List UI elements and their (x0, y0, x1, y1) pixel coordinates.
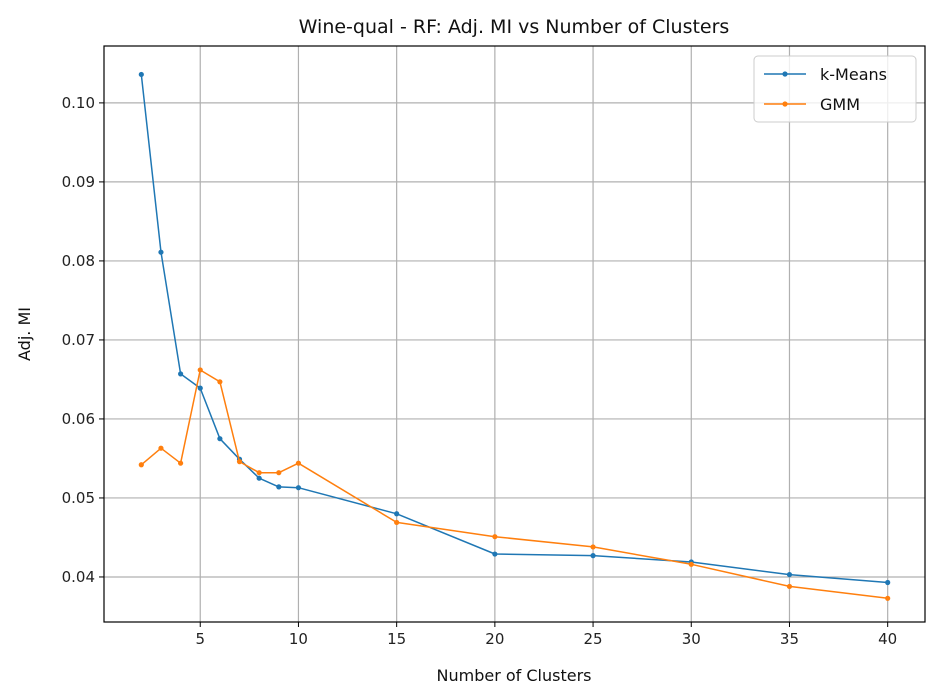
y-axis-label: Adj. MI (15, 307, 34, 361)
legend-label-gmm: GMM (820, 95, 860, 114)
chart-title: Wine-qual - RF: Adj. MI vs Number of Clu… (299, 16, 730, 38)
data-point-k-means (178, 371, 184, 377)
x-tick-label: 35 (780, 630, 799, 648)
legend-marker-k-means (782, 71, 788, 77)
series-line-k-means (140, 74, 888, 584)
x-tick-label: 40 (878, 630, 897, 648)
data-point-gmm (197, 367, 203, 373)
data-point-k-means (217, 436, 223, 442)
y-tick-label: 0.04 (62, 568, 95, 586)
x-tick-label: 25 (584, 630, 603, 648)
data-point-k-means (158, 249, 164, 255)
data-point-gmm (394, 519, 400, 526)
grid-lines (104, 46, 925, 622)
data-point-gmm (158, 445, 164, 451)
data-point-gmm (178, 460, 184, 466)
legend-item-k-means: k-Means (764, 65, 887, 84)
y-tick-label: 0.07 (62, 331, 95, 349)
data-point-gmm (885, 595, 891, 601)
y-tick-label: 0.06 (62, 410, 95, 428)
series-gmm (138, 367, 891, 601)
data-point-gmm (688, 561, 694, 567)
x-axis-label: Number of Clusters (437, 666, 592, 685)
data-point-gmm (492, 534, 498, 540)
data-point-k-means (786, 571, 793, 578)
data-point-k-means (492, 551, 498, 557)
x-axis: 5 10 15 20 25 30 35 40 (195, 622, 897, 648)
data-point-gmm (590, 544, 596, 550)
y-tick-label: 0.05 (62, 489, 95, 507)
legend-item-gmm: GMM (764, 95, 860, 114)
x-tick-label: 20 (485, 630, 504, 648)
plot-frame (103, 45, 926, 623)
data-point-k-means (394, 511, 400, 517)
data-point-gmm (217, 379, 223, 385)
series-k-means (138, 71, 891, 586)
legend-box (753, 55, 917, 123)
x-tick-label: 5 (195, 630, 205, 648)
legend: k-Means GMM (753, 55, 917, 123)
legend-marker-gmm (782, 101, 788, 107)
y-tick-label: 0.10 (62, 94, 95, 112)
data-point-k-means (885, 579, 891, 586)
x-tick-label: 10 (289, 630, 308, 648)
data-point-gmm (256, 470, 262, 476)
legend-label-k-means: k-Means (820, 65, 887, 84)
data-point-gmm (138, 462, 144, 468)
y-axis: 0.04 0.05 0.06 0.07 0.08 0.09 0.10 (62, 94, 104, 586)
data-point-k-means (590, 553, 596, 559)
series-layer (138, 71, 891, 601)
series-line-gmm (140, 369, 888, 600)
data-point-k-means (197, 385, 203, 391)
data-point-k-means (138, 71, 144, 78)
data-point-k-means (256, 475, 262, 481)
data-point-k-means (295, 485, 302, 491)
x-tick-label: 30 (682, 630, 701, 648)
data-point-gmm (786, 583, 793, 590)
y-tick-label: 0.08 (62, 252, 95, 270)
data-point-gmm (236, 459, 243, 465)
data-point-gmm (295, 460, 302, 466)
data-point-gmm (276, 470, 282, 476)
data-point-k-means (276, 484, 282, 490)
y-tick-label: 0.09 (62, 173, 95, 191)
x-tick-label: 15 (387, 630, 406, 648)
